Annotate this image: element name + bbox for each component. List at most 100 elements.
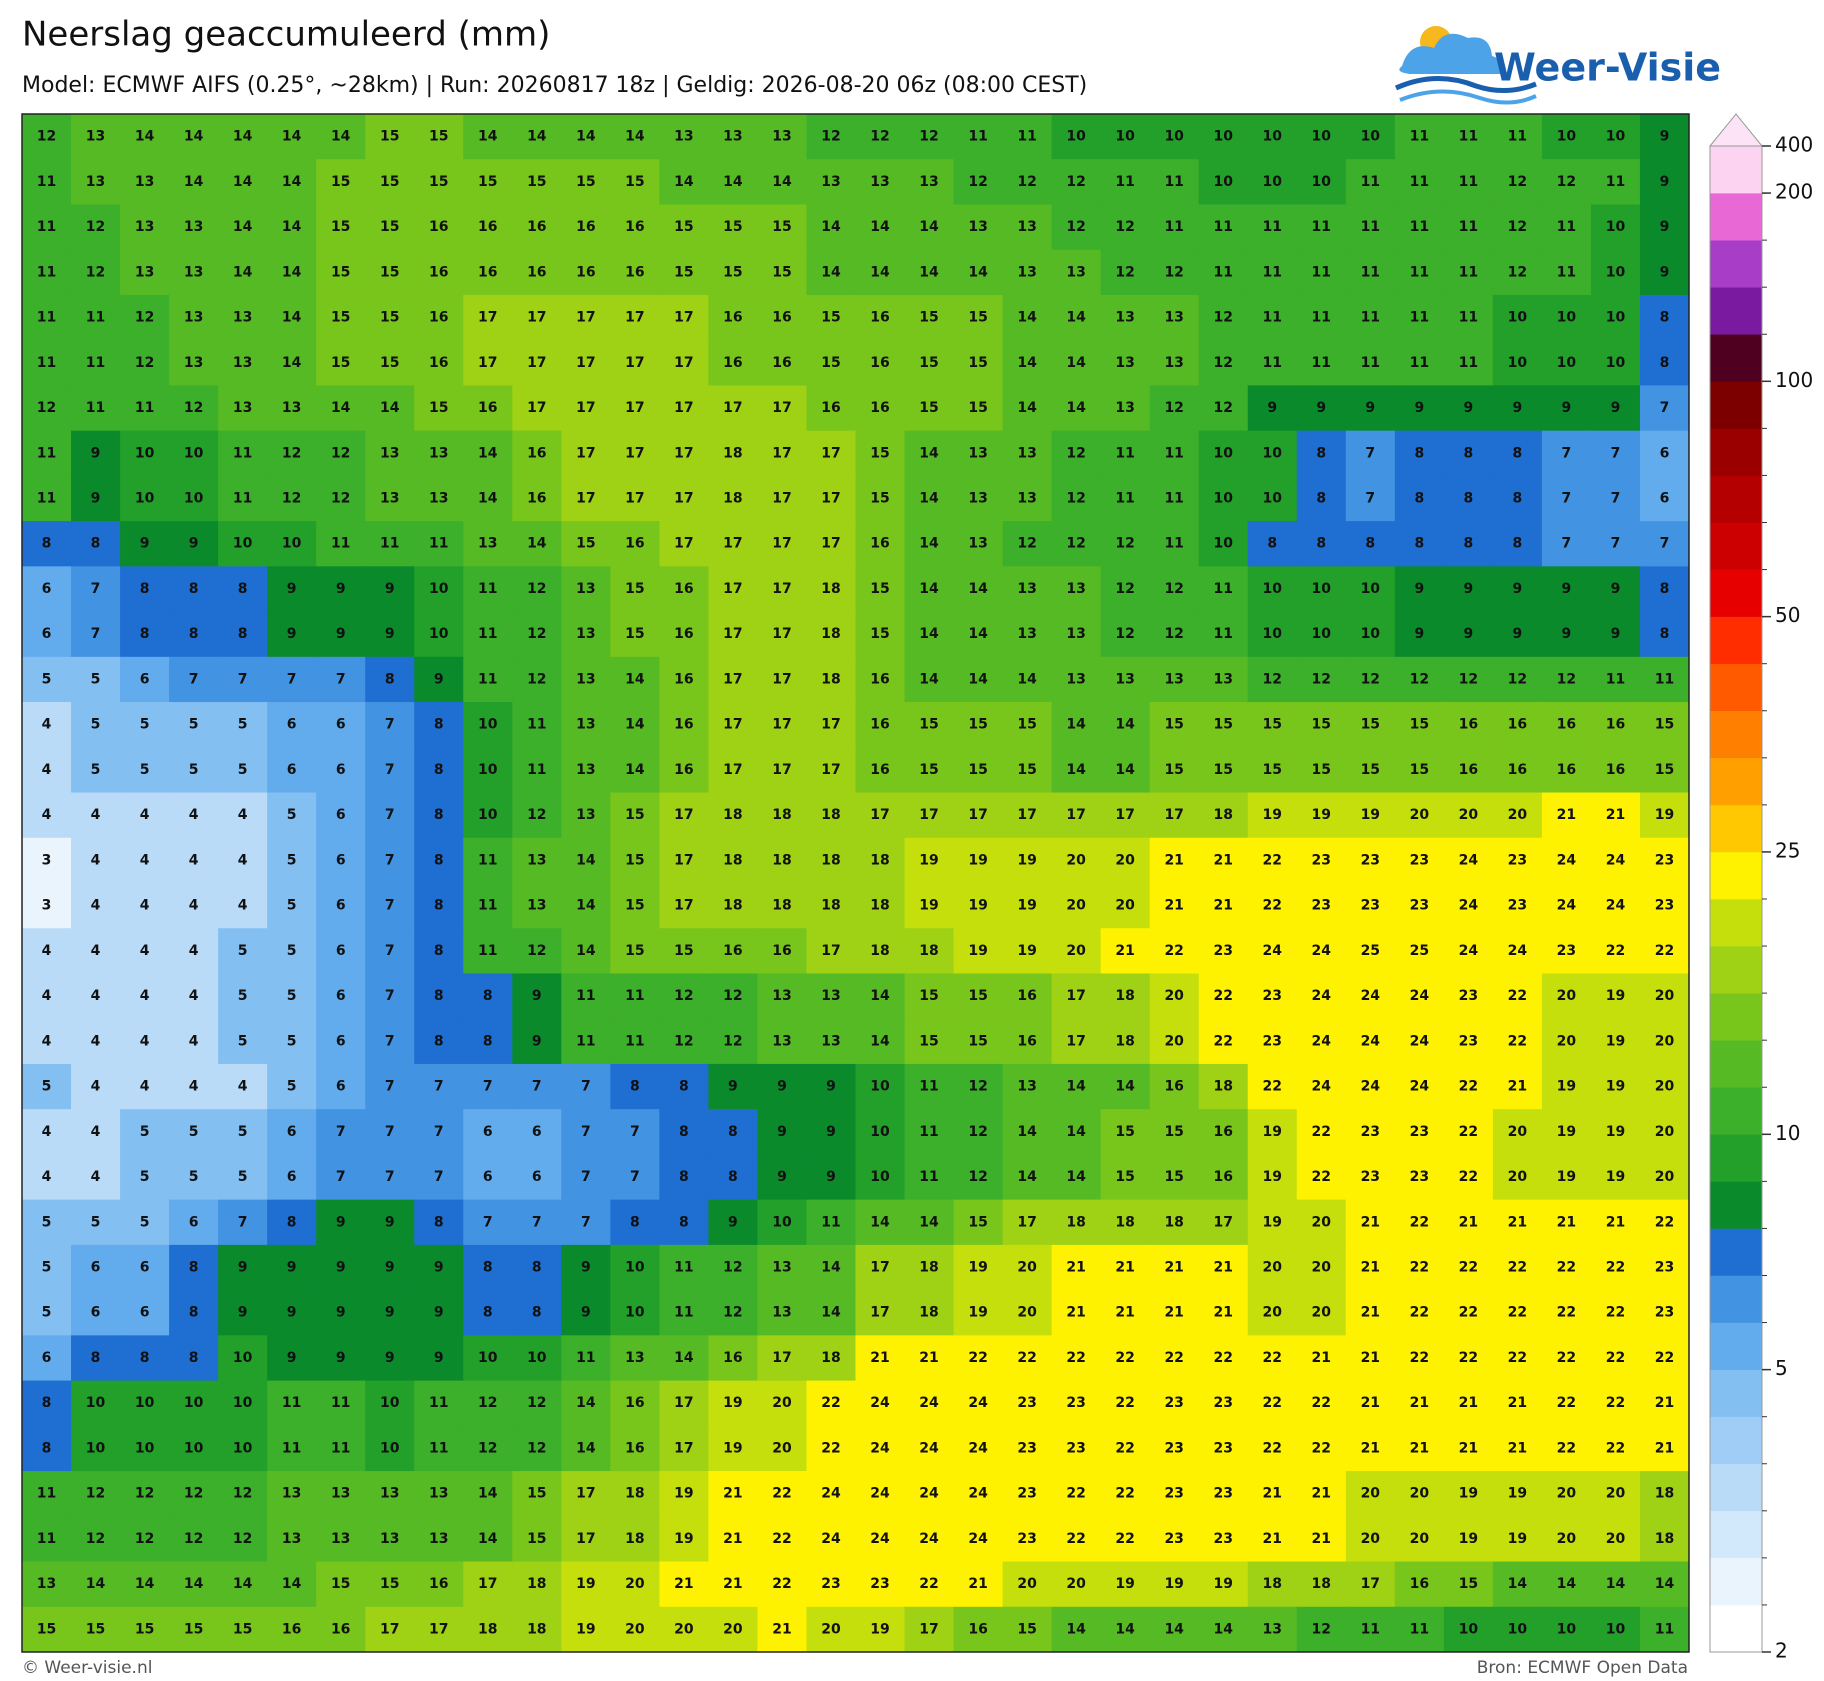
precip-cell	[267, 1290, 317, 1336]
cell-value: 17	[674, 1440, 693, 1456]
cell-value: 17	[674, 355, 693, 371]
precip-cell	[463, 883, 513, 929]
cell-value: 19	[1017, 898, 1036, 914]
cell-value: 14	[1557, 1576, 1577, 1592]
cell-value: 17	[723, 400, 742, 416]
cell-value: 15	[1459, 1576, 1478, 1592]
cell-value: 7	[1562, 445, 1572, 461]
title: Neerslag geaccumuleerd (mm)	[22, 15, 550, 55]
precip-cell	[218, 1335, 268, 1382]
cell-value: 15	[1164, 717, 1183, 733]
precip-cell	[659, 1290, 709, 1336]
precip-cell	[806, 1109, 856, 1155]
precip-cell	[1541, 1380, 1592, 1427]
cell-value: 20	[1557, 1531, 1577, 1547]
cell-value: 15	[968, 988, 987, 1004]
cell-value: 16	[870, 762, 889, 778]
cell-value: 20	[1655, 1033, 1675, 1049]
precip-cell	[659, 114, 709, 160]
cell-value: 24	[870, 1395, 890, 1411]
precip-cell	[708, 204, 758, 251]
precip-cell	[1002, 1335, 1053, 1382]
precip-cell	[1149, 702, 1200, 748]
cell-value: 17	[380, 1621, 399, 1637]
precip-cell	[1051, 1335, 1102, 1382]
precip-cell	[365, 1425, 415, 1472]
cell-value: 15	[919, 1033, 938, 1049]
cell-value: 10	[380, 1395, 400, 1411]
cell-value: 11	[1557, 219, 1576, 235]
cell-value: 13	[282, 1486, 301, 1502]
cell-value: 11	[1361, 174, 1380, 190]
cell-value: 9	[287, 626, 297, 642]
precip-cell	[414, 566, 464, 613]
cell-value: 23	[821, 1576, 840, 1592]
cell-value: 8	[434, 762, 444, 778]
precip-cell	[463, 973, 513, 1020]
cell-value: 18	[821, 1350, 840, 1366]
precip-cell	[1345, 1244, 1396, 1291]
precip-cell	[1051, 792, 1102, 839]
cell-value: 9	[434, 1260, 444, 1276]
cell-value: 22	[1213, 1350, 1232, 1366]
cell-value: 4	[42, 762, 52, 778]
precip-cell	[1247, 475, 1298, 522]
cell-value: 7	[1611, 445, 1621, 461]
cell-value: 19	[968, 852, 987, 868]
cell-value: 21	[1361, 1260, 1380, 1276]
precip-cell	[316, 430, 366, 477]
precip-cell	[169, 702, 219, 748]
precip-cell	[169, 1018, 219, 1065]
cell-value: 13	[968, 219, 987, 235]
cell-value: 19	[1606, 988, 1625, 1004]
precip-cell	[1394, 1335, 1445, 1382]
precip-cell	[1296, 249, 1347, 296]
precip-cell	[1345, 340, 1396, 386]
precip-cell	[218, 566, 268, 613]
precip-cell	[120, 747, 170, 794]
precip-cell	[71, 1154, 121, 1201]
precip-cell	[904, 1109, 955, 1155]
cell-value: 19	[1557, 1079, 1576, 1095]
precip-cell	[904, 1290, 955, 1336]
cell-value: 14	[478, 1486, 498, 1502]
precip-cell	[267, 1380, 317, 1427]
cell-value: 18	[821, 898, 840, 914]
cell-value: 19	[1361, 807, 1380, 823]
precip-cell	[414, 385, 464, 432]
cell-value: 11	[1263, 264, 1282, 280]
cell-value: 6	[42, 581, 52, 597]
precip-cell	[512, 837, 562, 884]
precip-cell	[1100, 521, 1151, 567]
precip-cell	[1541, 249, 1592, 296]
cell-value: 14	[1066, 310, 1086, 326]
cell-value: 18	[625, 1486, 644, 1502]
cell-value: 18	[723, 852, 742, 868]
cell-value: 21	[1263, 1486, 1282, 1502]
precip-cell	[1100, 928, 1151, 974]
cell-value: 18	[821, 626, 840, 642]
cell-value: 23	[1312, 898, 1331, 914]
cell-value: 12	[135, 1486, 154, 1502]
cell-value: 19	[1263, 1124, 1282, 1140]
cell-value: 8	[1365, 536, 1375, 552]
cell-value: 12	[821, 129, 840, 145]
precip-cell	[1492, 928, 1543, 974]
precip-cell	[904, 883, 955, 929]
precip-cell	[1541, 294, 1592, 341]
precip-cell	[855, 837, 906, 884]
precip-cell	[22, 1244, 72, 1291]
precip-cell	[463, 1380, 513, 1427]
precip-cell	[365, 1109, 415, 1155]
cell-value: 9	[385, 626, 395, 642]
cell-value: 7	[1562, 491, 1572, 507]
cell-value: 7	[238, 1214, 248, 1230]
precip-cell	[1198, 928, 1249, 974]
precip-cell	[1051, 521, 1102, 567]
cell-value: 12	[135, 355, 154, 371]
colorbar-band	[1710, 993, 1762, 1041]
precip-cell	[708, 837, 758, 884]
cell-value: 12	[527, 626, 546, 642]
precip-cell	[855, 702, 906, 748]
cell-value: 12	[1312, 1621, 1331, 1637]
